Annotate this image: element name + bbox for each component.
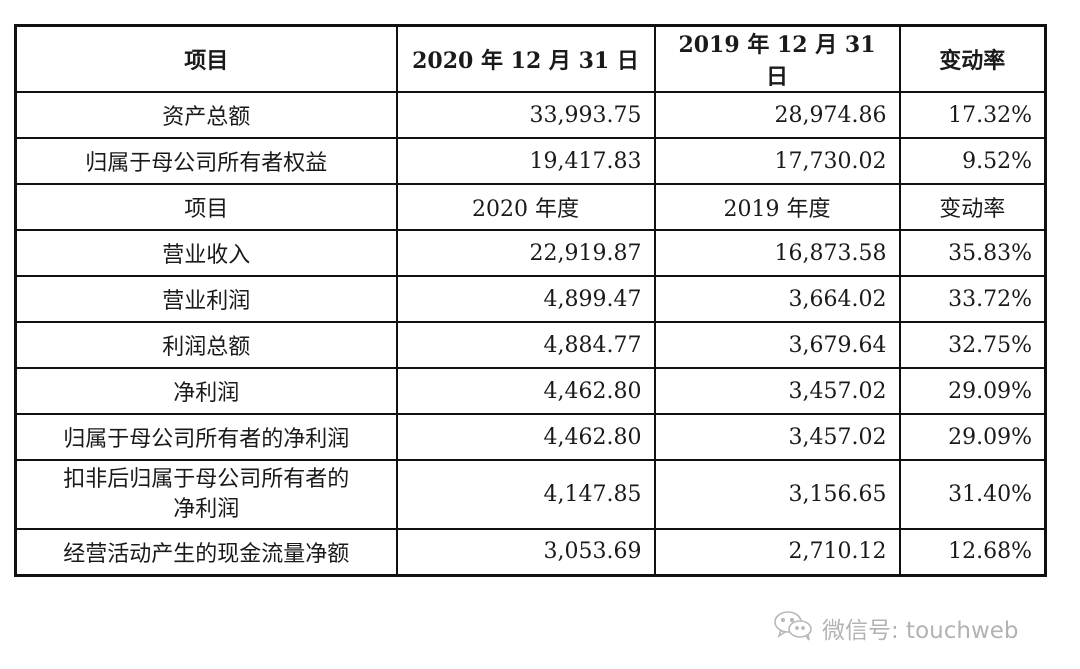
- row-item: 归属于母公司所有者权益: [14, 137, 398, 185]
- wechat-icon: [772, 608, 816, 648]
- header-item: 项目: [14, 24, 398, 93]
- row-change: 29.09%: [898, 367, 1047, 415]
- row-item: 营业收入: [14, 229, 398, 277]
- row-change: 33.72%: [898, 275, 1047, 323]
- watermark-text: 微信号: touchweb: [822, 618, 1019, 644]
- table-row: 净利润 4,462.80 3,457.02 29.09%: [14, 367, 1047, 415]
- row-value-2020: 4,147.85: [395, 459, 656, 530]
- row-change: 9.52%: [898, 137, 1047, 185]
- row-item: 利润总额: [14, 321, 398, 369]
- row-value-2020: 3,053.69: [395, 528, 656, 576]
- table-row: 归属于母公司所有者权益 19,417.83 17,730.02 9.52%: [14, 137, 1047, 185]
- subheader-item: 项目: [14, 183, 398, 231]
- watermark: 微信号: touchweb: [772, 608, 1019, 648]
- table-header-row: 项目 2020 年 12 月 31 日 2019 年 12 月 31 日 变动率: [14, 24, 1047, 93]
- row-change: 32.75%: [898, 321, 1047, 369]
- table-row: 资产总额 33,993.75 28,974.86 17.32%: [14, 91, 1047, 139]
- row-value-2019: 28,974.86: [653, 91, 901, 139]
- table-row: 经营活动产生的现金流量净额 3,053.69 2,710.12 12.68%: [14, 528, 1047, 576]
- row-item: 经营活动产生的现金流量净额: [14, 528, 398, 576]
- row-change: 35.83%: [898, 229, 1047, 277]
- row-item: 扣非后归属于母公司所有者的 净利润: [14, 459, 398, 530]
- row-value-2019: 3,679.64: [653, 321, 901, 369]
- row-item-line2: 净利润: [173, 496, 240, 522]
- header-change: 变动率: [898, 24, 1047, 93]
- row-value-2020: 4,884.77: [395, 321, 656, 369]
- row-value-2019: 3,156.65: [653, 459, 901, 530]
- row-item: 资产总额: [14, 91, 398, 139]
- row-change: 31.40%: [898, 459, 1047, 530]
- table-row: 营业利润 4,899.47 3,664.02 33.72%: [14, 275, 1047, 323]
- row-value-2020: 4,462.80: [395, 413, 656, 461]
- table-row: 营业收入 22,919.87 16,873.58 35.83%: [14, 229, 1047, 277]
- table-row: 利润总额 4,884.77 3,679.64 32.75%: [14, 321, 1047, 369]
- row-value-2020: 33,993.75: [395, 91, 656, 139]
- row-item: 净利润: [14, 367, 398, 415]
- row-item-line1: 扣非后归属于母公司所有者的: [63, 466, 350, 492]
- row-value-2020: 19,417.83: [395, 137, 656, 185]
- row-value-2019: 3,664.02: [653, 275, 901, 323]
- table-subheader-row: 项目 2020 年度 2019 年度 变动率: [14, 183, 1047, 231]
- row-value-2019: 2,710.12: [653, 528, 901, 576]
- row-value-2019: 3,457.02: [653, 367, 901, 415]
- row-value-2020: 4,899.47: [395, 275, 656, 323]
- row-change: 17.32%: [898, 91, 1047, 139]
- row-value-2019: 16,873.58: [653, 229, 901, 277]
- financial-summary-table: 项目 2020 年 12 月 31 日 2019 年 12 月 31 日 变动率…: [14, 24, 1047, 577]
- header-2019: 2019 年 12 月 31 日: [653, 24, 901, 93]
- row-change: 12.68%: [898, 528, 1047, 576]
- table-row: 归属于母公司所有者的净利润 4,462.80 3,457.02 29.09%: [14, 413, 1047, 461]
- row-value-2019: 17,730.02: [653, 137, 901, 185]
- subheader-2019: 2019 年度: [653, 183, 901, 231]
- row-item: 归属于母公司所有者的净利润: [14, 413, 398, 461]
- row-value-2019: 3,457.02: [653, 413, 901, 461]
- row-change: 29.09%: [898, 413, 1047, 461]
- header-2020: 2020 年 12 月 31 日: [395, 24, 656, 93]
- subheader-change: 变动率: [898, 183, 1047, 231]
- row-value-2020: 22,919.87: [395, 229, 656, 277]
- subheader-2020: 2020 年度: [395, 183, 656, 231]
- row-item: 营业利润: [14, 275, 398, 323]
- row-value-2020: 4,462.80: [395, 367, 656, 415]
- table-row: 扣非后归属于母公司所有者的 净利润 4,147.85 3,156.65 31.4…: [14, 459, 1047, 530]
